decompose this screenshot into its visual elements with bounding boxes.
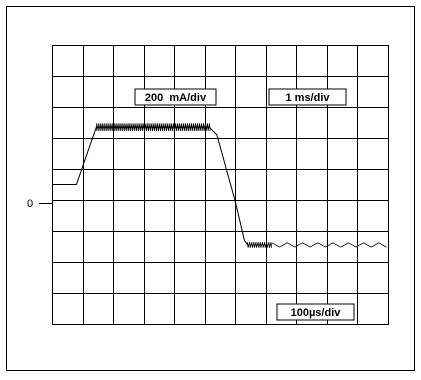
vertical-scale-box	[134, 88, 217, 106]
trace-envelope	[52, 126, 248, 246]
inset-horizontal-scale-label: 100µs/div	[291, 307, 342, 319]
vertical-scale-label: 200 mA/div	[145, 92, 207, 104]
trace-ripple-segment-2	[247, 242, 272, 248]
trace-ripple-segment-3	[271, 242, 387, 248]
inset-scale-box	[276, 303, 355, 321]
waveform-trace	[52, 123, 387, 248]
horizontal-scale-label: 1 ms/div	[285, 92, 330, 104]
horizontal-scale-box	[268, 88, 347, 106]
trace-ripple-segment-1	[95, 123, 211, 132]
zero-label: 0	[27, 198, 33, 210]
